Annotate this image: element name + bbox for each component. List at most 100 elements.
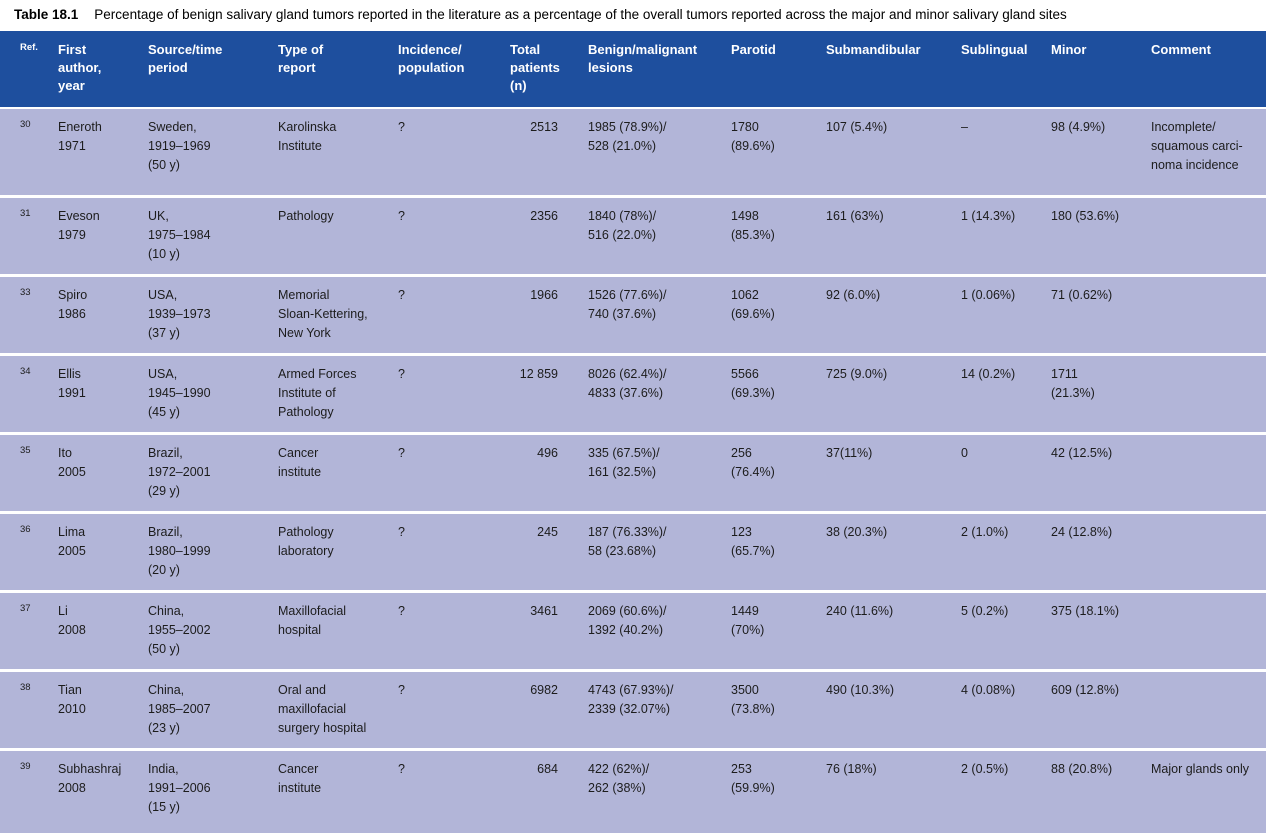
cell-type: Armed Forces Institute of Pathology	[278, 367, 357, 419]
cell-source: USA, 1945–1990 (45 y)	[148, 367, 211, 419]
cell-source: India, 1991–2006 (15 y)	[148, 762, 211, 814]
cell-lesions: 1526 (77.6%)/ 740 (37.6%)	[588, 288, 667, 321]
cell-parotid: 253 (59.9%)	[731, 762, 775, 795]
cell-minor: 180 (53.6%)	[1051, 209, 1120, 223]
cell-type: Maxillofacial hospital	[278, 604, 347, 637]
cell-minor: 24 (12.8%)	[1051, 525, 1113, 539]
cell-comment	[1151, 365, 1266, 422]
cell-total: 496	[537, 446, 558, 460]
cell-parotid: 1498 (85.3%)	[731, 209, 775, 242]
cell-incidence: ?	[398, 446, 405, 460]
cell-total: 3461	[530, 604, 558, 618]
cell-author: Tian 2010	[58, 683, 86, 716]
cell-submandibular: 38 (20.3%)	[826, 525, 888, 539]
cell-ref: 36	[20, 524, 31, 535]
cell-type: Oral and maxillofacial surgery hospital	[278, 683, 367, 735]
cell-type: Pathology	[278, 209, 334, 223]
table-header-row: Ref. First author, year Source/time period…	[0, 31, 1266, 109]
table-row: 37 Li 2008 China, 1955–2002 (50 y) Maxillof…	[0, 593, 1266, 672]
cell-comment	[1151, 681, 1266, 738]
cell-author: Eneroth 1971	[58, 120, 102, 153]
cell-total: 245	[537, 525, 558, 539]
cell-type: Pathology laboratory	[278, 525, 334, 558]
cell-source: Sweden, 1919–1969 (50 y)	[148, 120, 211, 172]
cell-sublingual: 2 (1.0%)	[961, 525, 1009, 539]
header-cell-ref: Ref.	[20, 42, 38, 53]
cell-lesions: 2069 (60.6%)/ 1392 (40.2%)	[588, 604, 667, 637]
cell-comment: Major glands only	[1151, 762, 1249, 776]
cell-comment	[1151, 602, 1266, 659]
cell-sublingual: 1 (14.3%)	[961, 209, 1016, 223]
cell-source: UK, 1975–1984 (10 y)	[148, 209, 211, 261]
header-cell-submandibular: Submandibular	[826, 42, 921, 57]
cell-comment	[1151, 207, 1266, 264]
table-row: 39 Subhashraj 2008 India, 1991–2006 (15 y)…	[0, 751, 1266, 833]
cell-ref: 33	[20, 287, 31, 298]
header-cell-source: Source/time period	[148, 42, 223, 75]
cell-sublingual: 1 (0.06%)	[961, 288, 1016, 302]
cell-minor: 42 (12.5%)	[1051, 446, 1113, 460]
cell-comment	[1151, 286, 1266, 343]
header-cell-sublingual: Sublingual	[961, 42, 1028, 57]
cell-author: Spiro 1986	[58, 288, 88, 321]
cell-parotid: 123 (65.7%)	[731, 525, 775, 558]
header-cell-total: Total patients (n)	[510, 42, 560, 93]
cell-parotid: 3500 (73.8%)	[731, 683, 775, 716]
cell-incidence: ?	[398, 604, 405, 618]
table-row: 34 Ellis 1991 USA, 1945–1990 (45 y) Armed F…	[0, 356, 1266, 435]
cell-type: Cancer institute	[278, 762, 322, 795]
cell-comment	[1151, 523, 1266, 580]
cell-lesions: 1985 (78.9%)/ 528 (21.0%)	[588, 120, 667, 153]
cell-author: Ellis 1991	[58, 367, 86, 400]
cell-source: Brazil, 1972–2001 (29 y)	[148, 446, 211, 498]
cell-sublingual: 2 (0.5%)	[961, 762, 1009, 776]
cell-ref: 38	[20, 682, 31, 693]
cell-lesions: 335 (67.5%)/ 161 (32.5%)	[588, 446, 660, 479]
cell-source: USA, 1939–1973 (37 y)	[148, 288, 211, 340]
table-row: 35 Ito 2005 Brazil, 1972–2001 (29 y) Cancer…	[0, 435, 1266, 514]
cell-incidence: ?	[398, 288, 405, 302]
cell-minor: 71 (0.62%)	[1051, 288, 1113, 302]
cell-ref: 37	[20, 603, 31, 614]
cell-source: Brazil, 1980–1999 (20 y)	[148, 525, 211, 577]
cell-parotid: 5566 (69.3%)	[731, 367, 775, 400]
cell-parotid: 1449 (70%)	[731, 604, 765, 637]
cell-total: 1966	[530, 288, 558, 302]
cell-submandibular: 725 (9.0%)	[826, 367, 888, 381]
cell-parotid: 1780 (89.6%)	[731, 120, 775, 153]
cell-author: Lima 2005	[58, 525, 86, 558]
cell-submandibular: 92 (6.0%)	[826, 288, 881, 302]
cell-sublingual: –	[961, 120, 968, 134]
cell-type: Karolinska Institute	[278, 120, 337, 153]
cell-total: 12 859	[519, 367, 558, 381]
table-row: 38 Tian 2010 China, 1985–2007 (23 y) Oral a…	[0, 672, 1266, 751]
cell-total: 2356	[530, 209, 558, 223]
cell-submandibular: 76 (18%)	[826, 762, 877, 776]
cell-lesions: 187 (76.33%)/ 58 (23.68%)	[588, 525, 667, 558]
table-caption-label: Table 18.1	[14, 7, 79, 22]
cell-minor: 1711 (21.3%)	[1051, 367, 1095, 400]
cell-incidence: ?	[398, 683, 405, 697]
cell-total: 684	[537, 762, 558, 776]
header-cell-author: First author, year	[58, 42, 102, 93]
cell-comment: Incomplete/ squamous carci- noma inciden…	[1151, 120, 1243, 172]
cell-type: Memorial Sloan-Kettering, New York	[278, 288, 368, 340]
cell-lesions: 4743 (67.93%)/ 2339 (32.07%)	[588, 683, 674, 716]
table-row: 30 Eneroth 1971 Sweden, 1919–1969 (50 y) Ka…	[0, 109, 1266, 198]
cell-sublingual: 14 (0.2%)	[961, 367, 1016, 381]
cell-ref: 39	[20, 761, 31, 772]
header-cell-minor: Minor	[1051, 42, 1087, 57]
cell-lesions: 422 (62%)/ 262 (38%)	[588, 762, 650, 795]
cell-ref: 34	[20, 366, 31, 377]
cell-type: Cancer institute	[278, 446, 322, 479]
cell-source: China, 1985–2007 (23 y)	[148, 683, 211, 735]
salivary-tumor-table: Ref. First author, year Source/time period…	[0, 31, 1266, 833]
cell-author: Subhashraj 2008	[58, 762, 122, 795]
cell-minor: 375 (18.1%)	[1051, 604, 1120, 618]
cell-ref: 30	[20, 119, 31, 130]
cell-submandibular: 240 (11.6%)	[826, 604, 894, 618]
cell-submandibular: 490 (10.3%)	[826, 683, 895, 697]
cell-comment	[1151, 444, 1266, 501]
cell-sublingual: 4 (0.08%)	[961, 683, 1016, 697]
header-cell-lesions: Benign/malignant lesions	[588, 42, 698, 75]
